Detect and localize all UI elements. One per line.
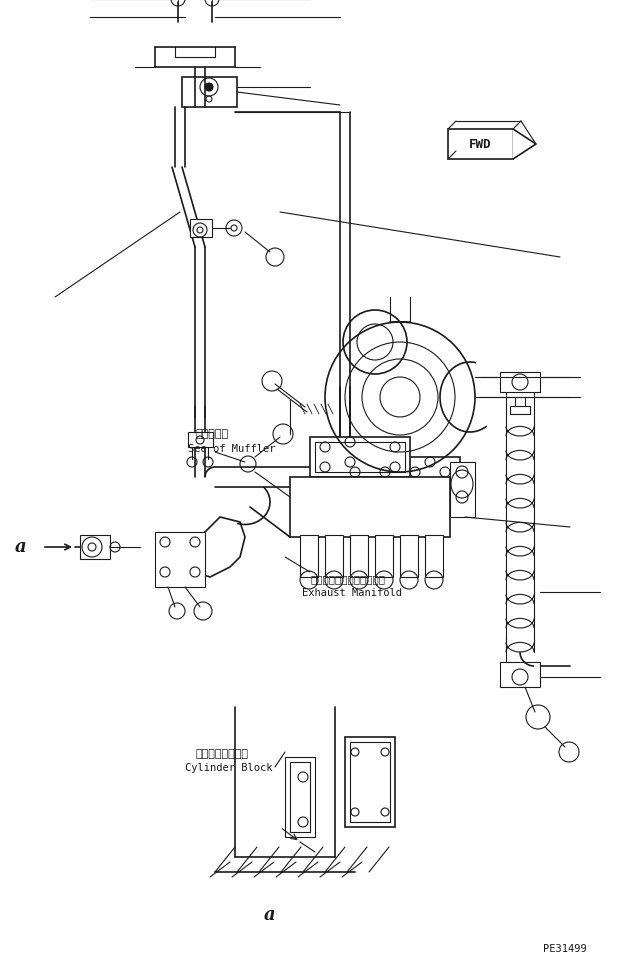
Bar xyxy=(80,535,110,559)
Polygon shape xyxy=(513,129,536,159)
Bar xyxy=(425,535,443,577)
Bar xyxy=(190,219,212,237)
Bar xyxy=(340,457,460,487)
Bar xyxy=(345,737,395,827)
Bar xyxy=(182,77,237,107)
Bar xyxy=(500,662,540,687)
Text: a: a xyxy=(15,538,26,556)
Bar xyxy=(290,477,450,537)
Bar xyxy=(500,372,540,392)
Text: PE31499: PE31499 xyxy=(543,944,587,954)
Bar xyxy=(375,535,393,577)
Bar xyxy=(325,535,343,577)
Bar xyxy=(300,535,318,577)
Text: FWD: FWD xyxy=(469,137,491,151)
Polygon shape xyxy=(190,517,245,577)
Bar xyxy=(315,442,405,472)
Bar xyxy=(155,532,205,587)
Bar xyxy=(350,742,390,822)
Bar xyxy=(448,129,513,159)
Bar xyxy=(290,762,310,832)
Bar xyxy=(350,535,368,577)
Text: a: a xyxy=(264,906,276,924)
Text: Exhaust Manifold: Exhaust Manifold xyxy=(302,588,402,598)
Bar xyxy=(510,406,530,414)
Bar xyxy=(450,462,475,517)
Text: マフラ参照: マフラ参照 xyxy=(195,429,228,439)
Circle shape xyxy=(205,83,213,91)
Text: See of Muffler: See of Muffler xyxy=(188,444,275,454)
Bar xyxy=(285,757,315,837)
Text: Cylinder Block: Cylinder Block xyxy=(185,763,273,773)
Bar xyxy=(188,432,213,447)
Text: エキゾーストマニホールド: エキゾーストマニホールド xyxy=(310,574,385,584)
Text: シリンダブロック: シリンダブロック xyxy=(195,749,248,759)
Bar xyxy=(400,535,418,577)
Bar xyxy=(310,437,410,477)
